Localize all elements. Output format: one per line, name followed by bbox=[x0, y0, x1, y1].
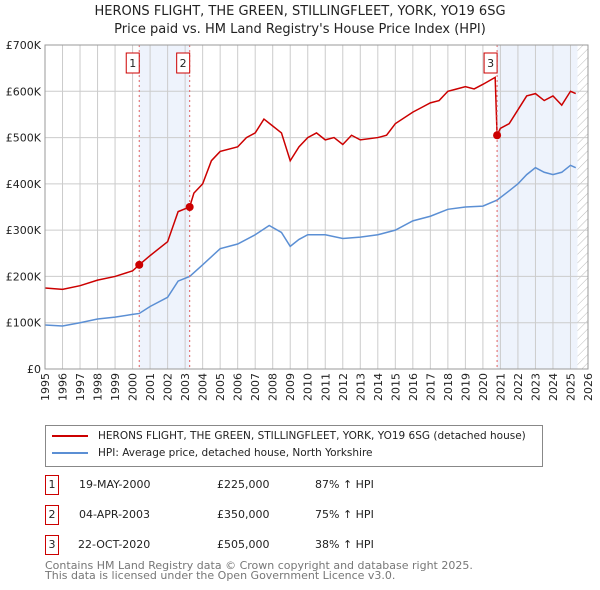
sale-date: 19-MAY-2000 bbox=[79, 478, 151, 491]
attribution-line: This data is licensed under the Open Gov… bbox=[45, 569, 396, 582]
x-tick-label: 2010 bbox=[302, 373, 315, 401]
sale-row: 2 04-APR-2003 £350,000 75% ↑ HPI bbox=[45, 505, 600, 525]
sale-label-box bbox=[125, 52, 140, 74]
x-tick-label: 2015 bbox=[389, 373, 402, 401]
x-tick-label: 2022 bbox=[512, 373, 525, 401]
x-tick-label: 2016 bbox=[407, 373, 420, 401]
x-tick-label: 2005 bbox=[214, 373, 227, 401]
x-tick-label: 2023 bbox=[529, 373, 542, 401]
sale-point bbox=[493, 131, 502, 140]
x-tick-label: 2024 bbox=[547, 373, 560, 401]
y-tick-label: £400K bbox=[6, 178, 42, 191]
legend-swatch-red bbox=[52, 435, 88, 437]
x-tick-label: 2002 bbox=[162, 373, 175, 401]
legend-item-hpi: HPI: Average price, detached house, Nort… bbox=[52, 447, 373, 459]
x-tick-label: 2006 bbox=[232, 373, 245, 401]
y-tick-label: £200K bbox=[6, 270, 42, 283]
sale-row: 3 22-OCT-2020 £505,000 38% ↑ HPI bbox=[45, 535, 600, 555]
legend-label: HERONS FLIGHT, THE GREEN, STILLINGFLEET,… bbox=[98, 430, 526, 442]
y-tick-label: £100K bbox=[6, 317, 42, 330]
x-tick-label: 2014 bbox=[372, 373, 385, 401]
sale-hpi: 38% ↑ HPI bbox=[315, 538, 374, 551]
sale-hpi: 75% ↑ HPI bbox=[315, 508, 374, 521]
attribution-line: Contains HM Land Registry data © Crown c… bbox=[45, 559, 473, 572]
y-tick-label: £300K bbox=[6, 224, 42, 237]
x-tick-label: 2025 bbox=[564, 373, 577, 401]
plot-frame bbox=[44, 44, 589, 370]
x-tick-label: 1997 bbox=[74, 373, 87, 401]
sale-label: 1 bbox=[129, 57, 136, 70]
sale-hpi: 87% ↑ HPI bbox=[315, 478, 374, 491]
x-tick-label: 2011 bbox=[319, 373, 332, 401]
chart-title: HERONS FLIGHT, THE GREEN, STILLINGFLEET,… bbox=[94, 4, 506, 19]
chart-legend: HERONS FLIGHT, THE GREEN, STILLINGFLEET,… bbox=[45, 425, 543, 467]
x-tick-label: 2013 bbox=[354, 373, 367, 401]
x-tick-label: 2012 bbox=[337, 373, 350, 401]
chart-subtitle: Price paid vs. HM Land Registry's House … bbox=[114, 22, 486, 37]
x-tick-label: 2008 bbox=[267, 373, 280, 401]
x-tick-label: 1995 bbox=[39, 373, 52, 401]
x-tick-label: 2003 bbox=[179, 373, 192, 401]
sale-date: 22-OCT-2020 bbox=[78, 538, 151, 551]
sale-row: 1 19-MAY-2000 £225,000 87% ↑ HPI bbox=[45, 475, 600, 495]
y-tick-label: £500K bbox=[6, 132, 42, 145]
legend-item-property: HERONS FLIGHT, THE GREEN, STILLINGFLEET,… bbox=[52, 430, 526, 442]
x-tick-label: 2001 bbox=[144, 373, 157, 401]
shaded-period bbox=[139, 45, 190, 369]
attribution: Contains HM Land Registry data © Crown c… bbox=[45, 559, 473, 582]
sale-point bbox=[185, 203, 194, 211]
price-chart: 1 2 3 1995 1996 1997 1998 1999 2000 2001 2002 2003 2… bbox=[6, 39, 595, 401]
sale-marker-badge: 1 bbox=[45, 475, 59, 495]
x-tick-label: 2021 bbox=[494, 373, 507, 401]
shaded-period bbox=[497, 45, 578, 369]
x-tick-label: 1998 bbox=[92, 373, 105, 401]
future-hatch bbox=[577, 45, 588, 369]
legend-label: HPI: Average price, detached house, Nort… bbox=[98, 447, 373, 459]
sale-marker-badge: 3 bbox=[45, 535, 59, 555]
legend-swatch-blue bbox=[52, 452, 88, 454]
sale-label-box bbox=[483, 52, 498, 74]
x-tick-label: 2020 bbox=[477, 373, 490, 401]
sale-label-box bbox=[176, 52, 191, 74]
x-tick-label: 2000 bbox=[127, 373, 140, 401]
x-tick-label: 1996 bbox=[57, 373, 70, 401]
sale-date: 04-APR-2003 bbox=[79, 508, 151, 521]
sale-marker-badge: 2 bbox=[45, 505, 59, 525]
series-line bbox=[44, 164, 577, 327]
x-tick-label: 2009 bbox=[284, 373, 297, 401]
sale-label: 2 bbox=[180, 57, 187, 70]
x-tick-label: 2019 bbox=[459, 373, 472, 401]
x-tick-label: 1999 bbox=[109, 373, 122, 401]
x-tick-label: 2017 bbox=[424, 373, 437, 401]
series-line bbox=[44, 76, 577, 291]
sale-price: £350,000 bbox=[217, 508, 270, 521]
sale-price: £505,000 bbox=[217, 538, 270, 551]
sale-label: 3 bbox=[487, 57, 494, 70]
y-tick-label: £600K bbox=[6, 85, 42, 98]
x-tick-label: 2007 bbox=[249, 373, 262, 401]
x-tick-label: 2004 bbox=[197, 373, 210, 401]
sale-point bbox=[135, 260, 144, 269]
x-tick-label: 2018 bbox=[442, 373, 455, 401]
y-tick-label: £0 bbox=[27, 363, 41, 376]
y-tick-label: £700K bbox=[6, 39, 42, 52]
x-tick-label: 2026 bbox=[582, 373, 595, 401]
sale-price: £225,000 bbox=[217, 478, 270, 491]
